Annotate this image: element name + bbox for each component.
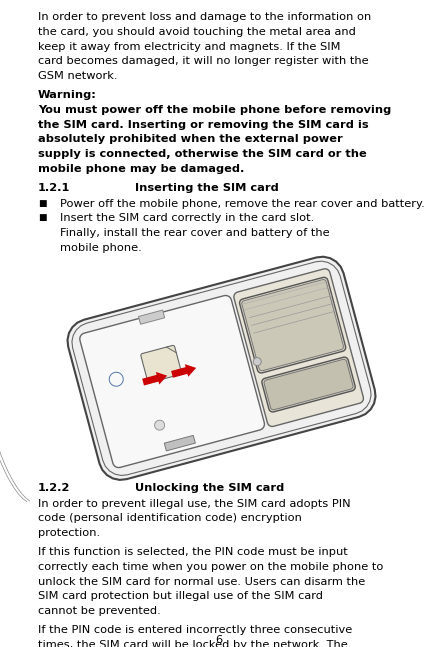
Text: keep it away from electricity and magnets. If the SIM: keep it away from electricity and magnet… — [38, 41, 340, 52]
Text: 1.2.1: 1.2.1 — [38, 183, 70, 193]
Text: correctly each time when you power on the mobile phone to: correctly each time when you power on th… — [38, 562, 383, 572]
Text: In order to prevent illegal use, the SIM card adopts PIN: In order to prevent illegal use, the SIM… — [38, 499, 350, 509]
Polygon shape — [80, 296, 264, 468]
Text: You must power off the mobile phone before removing: You must power off the mobile phone befo… — [38, 105, 391, 115]
Text: mobile phone.: mobile phone. — [60, 243, 142, 253]
Text: Inserting the SIM card: Inserting the SIM card — [135, 183, 279, 193]
Text: protection.: protection. — [38, 528, 100, 538]
Polygon shape — [139, 310, 165, 324]
Text: absolutely prohibited when the external power: absolutely prohibited when the external … — [38, 135, 343, 144]
Text: If the PIN code is entered incorrectly three consecutive: If the PIN code is entered incorrectly t… — [38, 625, 352, 635]
Text: 6: 6 — [215, 635, 222, 645]
Text: Finally, install the rear cover and battery of the: Finally, install the rear cover and batt… — [60, 228, 329, 238]
Text: cannot be prevented.: cannot be prevented. — [38, 606, 161, 616]
Polygon shape — [72, 261, 371, 476]
Polygon shape — [67, 257, 375, 480]
Text: card becomes damaged, it will no longer register with the: card becomes damaged, it will no longer … — [38, 56, 369, 67]
Text: ■: ■ — [38, 214, 46, 223]
Polygon shape — [171, 364, 196, 378]
Text: the SIM card. Inserting or removing the SIM card is: the SIM card. Inserting or removing the … — [38, 120, 369, 129]
Text: mobile phone may be damaged.: mobile phone may be damaged. — [38, 164, 244, 174]
Text: unlock the SIM card for normal use. Users can disarm the: unlock the SIM card for normal use. User… — [38, 576, 365, 587]
Polygon shape — [264, 359, 353, 410]
Polygon shape — [142, 372, 167, 386]
Text: Power off the mobile phone, remove the rear cover and battery.: Power off the mobile phone, remove the r… — [60, 199, 425, 208]
Polygon shape — [253, 358, 261, 366]
Text: Unlocking the SIM card: Unlocking the SIM card — [135, 483, 284, 493]
Text: GSM network.: GSM network. — [38, 71, 118, 82]
Text: times, the SIM card will be locked by the network. The: times, the SIM card will be locked by th… — [38, 640, 348, 647]
Polygon shape — [262, 357, 355, 412]
Text: code (personal identification code) encryption: code (personal identification code) encr… — [38, 514, 302, 523]
Polygon shape — [155, 420, 165, 430]
Polygon shape — [239, 278, 346, 373]
Text: Warning:: Warning: — [38, 90, 97, 100]
Text: the card, you should avoid touching the metal area and: the card, you should avoid touching the … — [38, 27, 356, 37]
Text: ■: ■ — [38, 199, 46, 208]
Text: If this function is selected, the PIN code must be input: If this function is selected, the PIN co… — [38, 547, 348, 557]
Text: Insert the SIM card correctly in the card slot.: Insert the SIM card correctly in the car… — [60, 214, 314, 223]
Text: supply is connected, otherwise the SIM card or the: supply is connected, otherwise the SIM c… — [38, 149, 367, 159]
Text: In order to prevent loss and damage to the information on: In order to prevent loss and damage to t… — [38, 12, 371, 22]
Polygon shape — [242, 280, 343, 371]
Text: 1.2.2: 1.2.2 — [38, 483, 70, 493]
Polygon shape — [141, 345, 181, 382]
Text: SIM card protection but illegal use of the SIM card: SIM card protection but illegal use of t… — [38, 591, 323, 602]
Polygon shape — [234, 269, 364, 426]
Polygon shape — [164, 435, 195, 451]
